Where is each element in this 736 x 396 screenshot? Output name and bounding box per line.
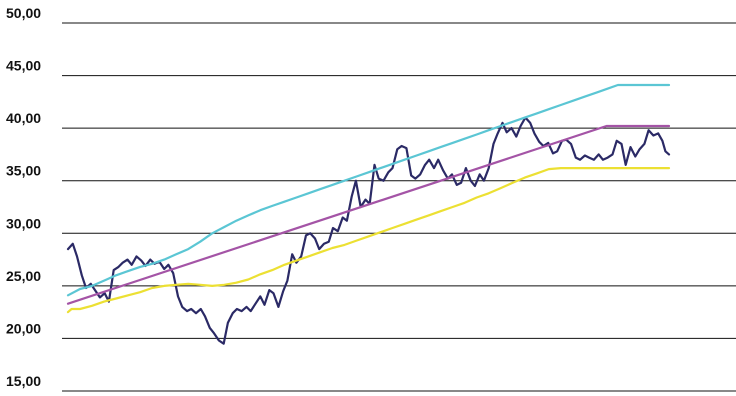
gridlines — [62, 22, 736, 392]
y-tick-label: 15,00 — [6, 373, 41, 389]
y-tick-label: 45,00 — [6, 58, 41, 74]
y-tick-label: 35,00 — [6, 163, 41, 179]
series-lines — [66, 83, 671, 345]
y-axis-tick-labels: 50,00 45,00 40,00 35,00 30,00 25,00 20,00 15,00 — [6, 5, 41, 389]
series-line-4 — [66, 167, 671, 314]
y-tick-label: 50,00 — [6, 5, 41, 21]
series-line-1 — [66, 116, 671, 345]
series-line-2 — [66, 83, 671, 297]
y-tick-label: 20,00 — [6, 320, 41, 336]
y-tick-label: 40,00 — [6, 110, 41, 126]
series-line-3 — [66, 124, 671, 305]
y-tick-label: 25,00 — [6, 268, 41, 284]
y-tick-label: 30,00 — [6, 215, 41, 231]
